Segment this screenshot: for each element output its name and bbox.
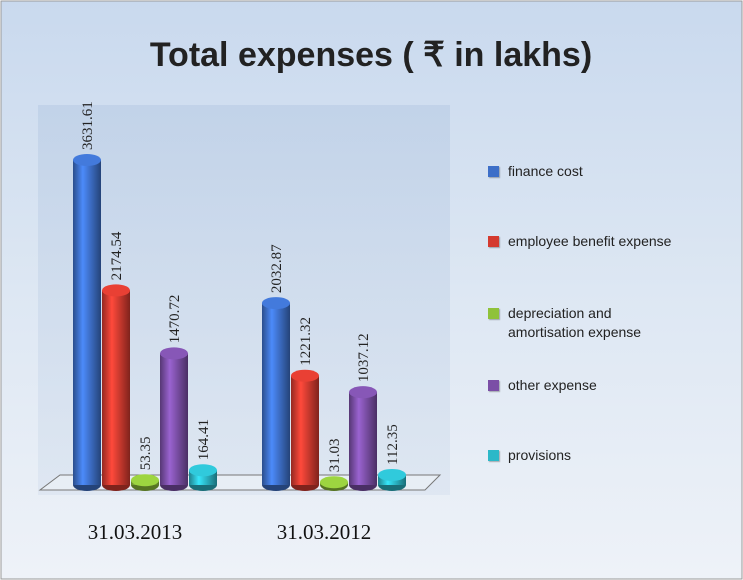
legend-swatch (488, 236, 499, 247)
bar (131, 474, 159, 491)
bar (189, 464, 217, 491)
bar-body (102, 290, 130, 485)
value-label: 1470.72 (167, 295, 183, 344)
value-label: 2174.54 (109, 231, 125, 280)
legend-label: other expense (508, 377, 597, 393)
bar (291, 369, 319, 491)
legend-item: provisions (488, 447, 688, 465)
bar-top (320, 476, 348, 489)
bar (73, 154, 101, 491)
bar-body (291, 375, 319, 485)
bar-body (349, 392, 377, 485)
bar (262, 297, 290, 491)
bar-top (102, 284, 130, 297)
bar-top (160, 347, 188, 360)
value-label: 2032.87 (269, 244, 285, 293)
bar (378, 468, 406, 491)
legend-swatch (488, 380, 499, 391)
legend-label: depreciation and amortisation expense (508, 305, 642, 340)
value-label: 3631.61 (80, 101, 96, 150)
value-label: 1037.12 (356, 333, 372, 382)
legend-swatch (488, 308, 499, 319)
legend-swatch (488, 450, 499, 461)
value-label: 31.03 (327, 438, 343, 472)
bar-body (160, 353, 188, 485)
bar-body (73, 160, 101, 485)
value-label: 112.35 (385, 424, 401, 465)
value-label: 164.41 (196, 419, 212, 460)
bar (349, 386, 377, 491)
bar (320, 476, 348, 491)
bar-top (189, 464, 217, 477)
bar-top (378, 468, 406, 481)
value-label: 53.35 (138, 436, 154, 470)
legend-item: depreciation and amortisation expense (488, 305, 688, 342)
bar-body (262, 303, 290, 485)
x-tick-label: 31.03.2013 (88, 520, 183, 544)
bar-top (73, 154, 101, 166)
legend-label: provisions (508, 447, 572, 463)
legend-swatch (488, 166, 499, 177)
value-label: 1221.32 (298, 317, 314, 366)
legend-item: employee benefit expense (488, 233, 688, 251)
bar-top (349, 386, 377, 399)
legend-item: finance cost (488, 163, 688, 181)
bar-top (291, 369, 319, 382)
legend-label: employee benefit expense (508, 233, 672, 249)
bar-top (262, 297, 290, 310)
x-tick-label: 31.03.2012 (277, 520, 372, 544)
legend-item: other expense (488, 377, 688, 395)
chart-title: Total expenses ( ₹ in lakhs) (150, 36, 592, 74)
legend-label: finance cost (508, 163, 583, 179)
bar (160, 347, 188, 491)
bar (102, 284, 130, 491)
bar-top (131, 474, 159, 487)
